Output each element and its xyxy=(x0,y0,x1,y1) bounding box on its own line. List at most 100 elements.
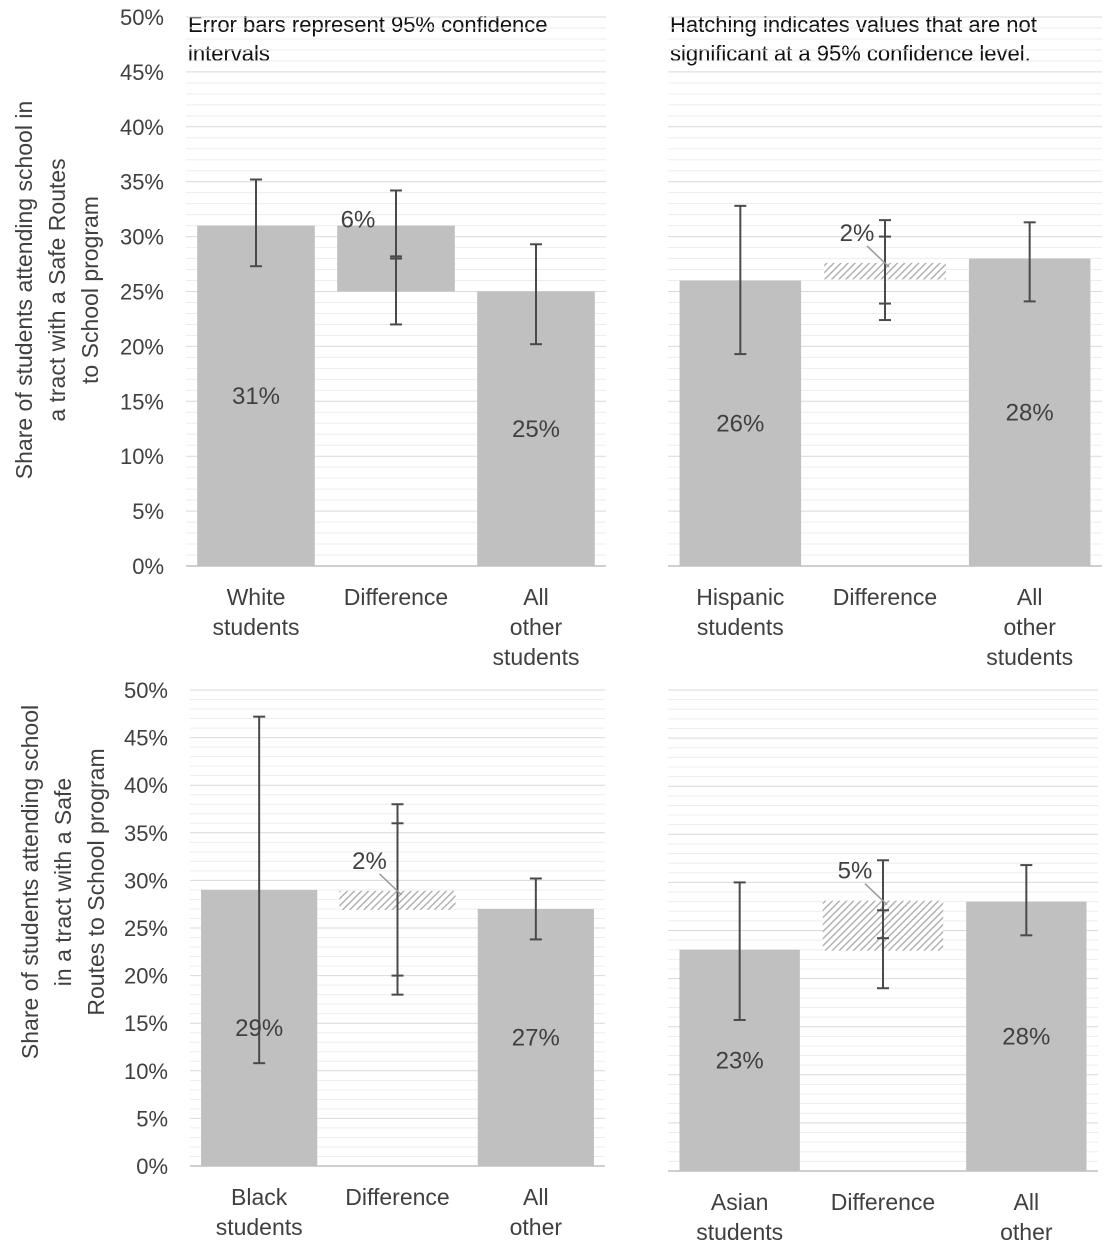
value-label: 6% xyxy=(341,207,376,234)
y-tick-label: 0% xyxy=(132,554,164,579)
value-label: 23% xyxy=(716,1047,764,1074)
chart-panel-bottom-right: 23% 5% 28% Asian students Difference All other s… xyxy=(668,689,1098,1245)
x-tick-label-line: other xyxy=(1000,1219,1053,1245)
x-tick-label-line: students xyxy=(213,614,300,640)
x-tick-label: Difference xyxy=(831,1189,935,1215)
x-tick-label-line: students xyxy=(216,1214,303,1240)
x-tick-label: Difference xyxy=(345,1184,449,1210)
y-tick-label: 5% xyxy=(132,499,164,524)
x-tick-label-line: Hispanic xyxy=(696,584,784,610)
error-bar xyxy=(877,859,889,990)
y-tick-label: 15% xyxy=(120,389,164,414)
y-tick-label: 50% xyxy=(124,678,168,703)
y-axis-title-bottom-line-3: Routes to School program xyxy=(83,748,109,1015)
chart-panel-top-right: 26% 2% 28% Hispanic students Difference All oth… xyxy=(668,16,1102,670)
y-axis-title-top-line-1: Share of students attending school in xyxy=(11,101,37,479)
hatching-note-line-1: Hatching indicates values that are not xyxy=(670,12,1037,37)
x-tick-label-line: All xyxy=(523,584,549,610)
y-tick-label: 0% xyxy=(136,1154,168,1179)
x-tick-label-line: Difference xyxy=(833,584,937,610)
x-tick-label-line: students xyxy=(697,614,784,640)
x-tick-label-line: All xyxy=(1014,1189,1040,1215)
y-tick-label: 50% xyxy=(120,5,164,30)
value-label: 5% xyxy=(838,858,873,885)
error-bar xyxy=(250,178,262,268)
y-tick-label: 25% xyxy=(120,280,164,305)
value-label: 2% xyxy=(352,848,387,875)
value-label: 27% xyxy=(512,1024,560,1051)
x-tick-label-line: students xyxy=(696,1219,783,1245)
x-tick-label-line: All xyxy=(1017,584,1043,610)
value-label-leader xyxy=(864,883,888,906)
y-tick-label: 20% xyxy=(124,964,168,989)
chart-panel-bottom-left: 0% 5% 10% 15% 20% 25% 30% 35% 40% 45% 50% 29% 2% 27% B… xyxy=(124,678,605,1245)
x-tick-label-line: students xyxy=(493,644,580,670)
error-bar xyxy=(733,881,746,1021)
x-tick-label: White students xyxy=(213,584,300,640)
y-axis-title-top: Share of students attending school in a … xyxy=(11,101,103,479)
other-students-bar xyxy=(477,908,594,1166)
x-tick-label: Hispanic students xyxy=(696,584,784,640)
x-tick-label-line: Difference xyxy=(344,584,448,610)
x-tick-label: All other students xyxy=(986,584,1073,670)
y-axis-title-top-line-3: to School program xyxy=(77,196,103,384)
y-tick-label: 45% xyxy=(124,726,168,751)
x-tick-label-line: Difference xyxy=(831,1189,935,1215)
error-bar xyxy=(530,243,542,346)
x-tick-label-line: other xyxy=(510,1214,563,1240)
y-tick-label: 15% xyxy=(124,1011,168,1036)
y-tick-label: 10% xyxy=(120,444,164,469)
error-bar xyxy=(879,219,891,322)
x-tick-label: Difference xyxy=(833,584,937,610)
error-bar xyxy=(529,877,542,941)
y-axis-title-bottom: Share of students attending school in a … xyxy=(17,705,109,1059)
value-label: 26% xyxy=(716,410,764,437)
x-tick-label: Black students xyxy=(216,1184,303,1240)
error-bar-note-line-1: Error bars represent 95% confidence xyxy=(188,12,548,37)
x-tick-label: Asian students xyxy=(696,1189,783,1245)
value-label-leader xyxy=(866,245,890,268)
y-tick-label: 30% xyxy=(124,868,168,893)
y-tick-label: 20% xyxy=(120,334,164,359)
error-bar xyxy=(1023,221,1036,303)
x-tick-label-line: Black xyxy=(231,1184,288,1210)
error-bar-note-line-2: intervals xyxy=(188,41,270,66)
y-tick-label: 40% xyxy=(120,115,164,140)
x-tick-label-line: All xyxy=(523,1184,549,1210)
other-students-bar xyxy=(966,901,1087,1171)
x-tick-label-line: White xyxy=(227,584,286,610)
error-bar xyxy=(391,803,404,996)
y-axis-title-bottom-line-2: in a tract with a Safe xyxy=(50,778,76,986)
y-tick-label: 10% xyxy=(124,1059,168,1084)
value-label: 31% xyxy=(232,383,280,410)
value-label: 28% xyxy=(1002,1023,1050,1050)
y-tick-label: 40% xyxy=(124,773,168,798)
x-tick-label-line: Asian xyxy=(711,1189,769,1215)
x-tick-label: All other students xyxy=(493,584,580,670)
error-bar xyxy=(734,204,747,356)
x-tick-label-line: other xyxy=(1003,614,1056,640)
value-label: 2% xyxy=(840,220,875,247)
y-tick-label: 45% xyxy=(120,60,164,85)
value-label: 25% xyxy=(512,416,560,443)
chart-panel-top-left: 0% 5% 10% 15% 20% 25% 30% 35% 40% 45% 50% 31% 6% 25% W… xyxy=(120,5,606,670)
value-label: 28% xyxy=(1006,399,1054,426)
x-tick-label: Difference xyxy=(344,584,448,610)
value-label-leader xyxy=(378,873,403,896)
group-bar xyxy=(197,225,315,566)
y-tick-label: 35% xyxy=(124,821,168,846)
error-bar xyxy=(253,715,266,1065)
y-axis-title-bottom-line-1: Share of students attending school xyxy=(17,705,43,1059)
y-tick-label: 35% xyxy=(120,170,164,195)
y-tick-label: 25% xyxy=(124,916,168,941)
hatching-note-line-2: significant at a 95% confidence level. xyxy=(670,41,1031,66)
x-tick-label-line: students xyxy=(986,644,1073,670)
y-tick-label: 30% xyxy=(120,225,164,250)
y-axis-title-top-line-2: a tract with a Safe Routes xyxy=(44,158,70,421)
other-students-bar xyxy=(968,258,1091,566)
x-tick-label-line: other xyxy=(510,614,563,640)
y-tick-label: 5% xyxy=(136,1106,168,1131)
